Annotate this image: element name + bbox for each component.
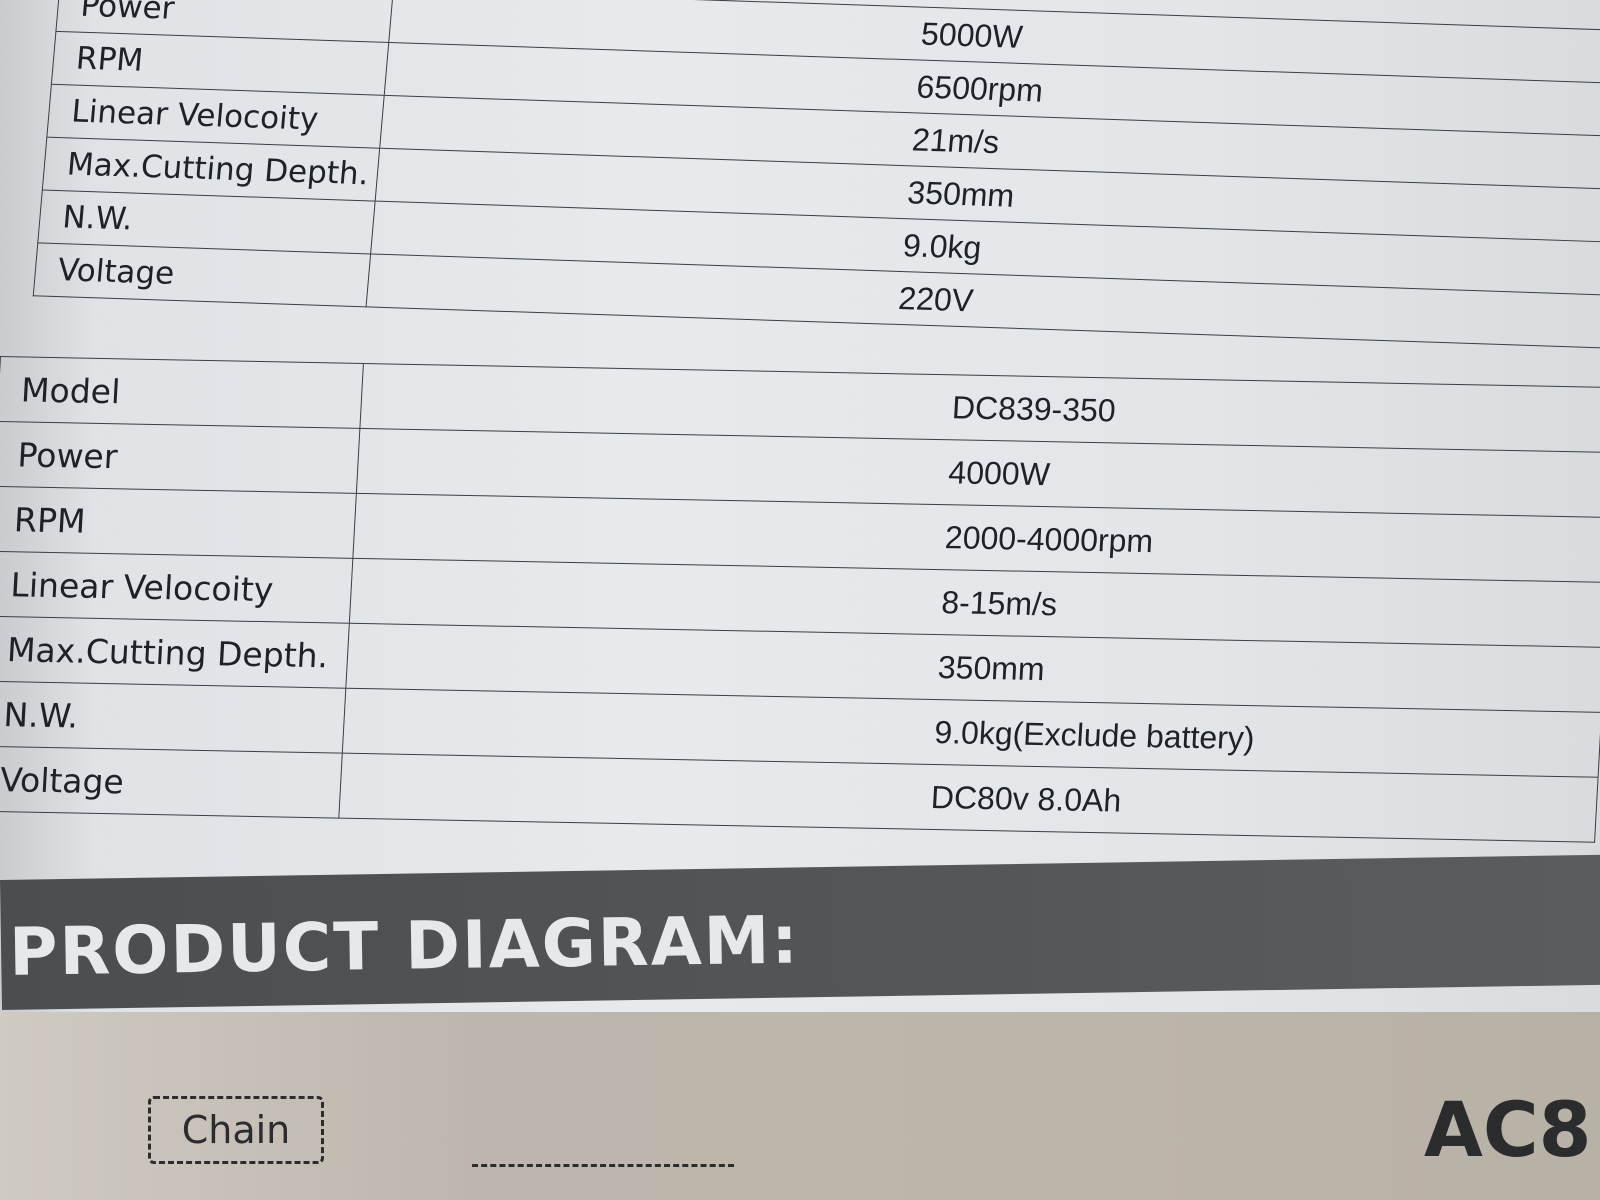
spec-label: Model [0, 356, 364, 429]
section-heading: PRODUCT DIAGRAM: [8, 901, 801, 991]
spec-label: Max.Cutting Depth. [0, 616, 350, 689]
section-banner: PRODUCT DIAGRAM: [0, 854, 1600, 1010]
spec-label: RPM [0, 486, 357, 559]
spec-label: Voltage [0, 746, 343, 819]
spec-label: N.W. [0, 681, 346, 754]
spec-table-1: Power 5000W RPM 6500rpm Linear Velocoity 21m/… [33, 0, 1600, 349]
callout-box-partial [472, 1164, 734, 1167]
diagram-area [0, 1012, 1600, 1200]
spec-label: Linear Velocoity [0, 551, 353, 624]
spec-table-2: Model DC839-350 Power 4000W RPM 2000-4000rpm L… [0, 356, 1600, 843]
model-label-partial: AC8 [1424, 1085, 1592, 1174]
spec-label: Voltage [33, 242, 371, 307]
chain-callout: Chain [148, 1096, 324, 1164]
spec-label: Power [0, 421, 360, 494]
